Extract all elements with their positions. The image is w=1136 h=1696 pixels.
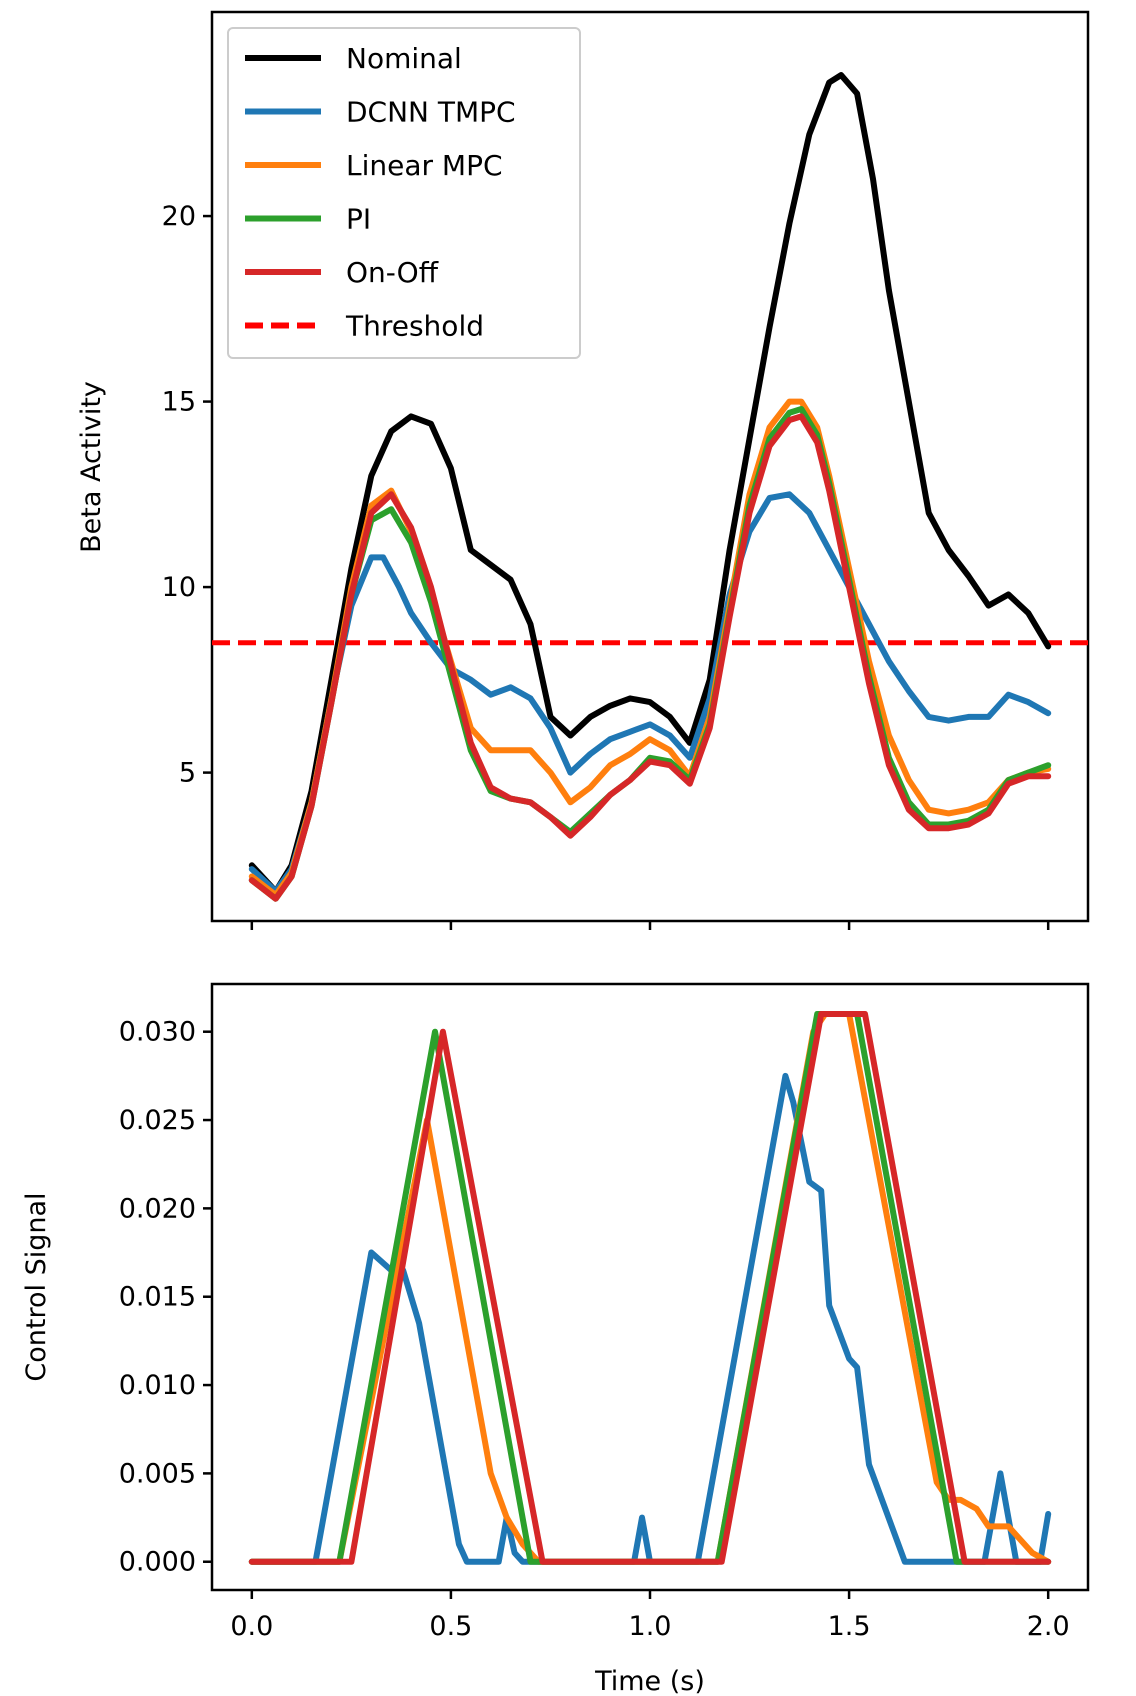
top-y-tick-label: 10 xyxy=(162,572,196,603)
bottom-y-ticks: 0.000 0.005 0.010 0.015 0.020 0.025 0.030 xyxy=(119,1017,212,1578)
top-x-ticks xyxy=(250,921,1050,930)
top-y-tick-label: 20 xyxy=(162,201,196,232)
top-series-linear-mpc xyxy=(248,398,1052,898)
bottom-x-axis-label: Time (s) xyxy=(594,1666,705,1696)
bottom-x-tick-label: 0.5 xyxy=(429,1611,472,1642)
top-series-dcnn-tmpc xyxy=(248,491,1052,895)
legend: Nominal DCNN TMPC Linear MPC PI On-Off Thresh… xyxy=(227,27,581,359)
bottom-plot-area xyxy=(248,1011,1052,1565)
legend-label-nominal: Nominal xyxy=(346,42,462,75)
top-series-on-off xyxy=(248,413,1052,902)
top-y-axis-label: Beta Activity xyxy=(76,381,107,553)
bottom-x-tick-label: 0.0 xyxy=(230,1611,273,1642)
top-y-ticks: 5 10 15 20 xyxy=(162,201,212,789)
bottom-y-tick-label: 0.020 xyxy=(119,1193,196,1224)
bottom-x-ticks: 0.0 0.5 1.0 1.5 2.0 xyxy=(230,1590,1070,1642)
legend-label-dcnn-tmpc: DCNN TMPC xyxy=(346,96,516,129)
legend-label-linear-mpc: Linear MPC xyxy=(346,149,503,182)
top-y-tick-label: 5 xyxy=(179,758,196,789)
bottom-y-tick-label: 0.010 xyxy=(119,1370,196,1401)
bottom-y-tick-label: 0.005 xyxy=(119,1458,196,1489)
top-series-nominal xyxy=(248,72,1052,895)
legend-box xyxy=(227,27,581,359)
top-series-pi xyxy=(248,406,1052,902)
bottom-y-tick-label: 0.030 xyxy=(119,1017,196,1048)
bottom-y-tick-label: 0.025 xyxy=(119,1105,196,1136)
bottom-x-tick-label: 1.0 xyxy=(629,1611,672,1642)
bottom-y-tick-label: 0.015 xyxy=(119,1282,196,1313)
bottom-x-tick-label: 2.0 xyxy=(1027,1611,1070,1642)
bottom-x-tick-label: 1.5 xyxy=(828,1611,871,1642)
bottom-y-tick-label: 0.000 xyxy=(119,1547,196,1578)
bottom-series-on-off xyxy=(248,1011,1052,1565)
beta-activity-panel: 5 10 15 20 Beta Activity Nominal DCNN TMPC Li… xyxy=(76,10,1090,930)
top-plot-area xyxy=(212,72,1088,902)
top-y-tick-label: 15 xyxy=(162,387,196,418)
legend-label-pi: PI xyxy=(346,203,371,236)
legend-label-on-off: On-Off xyxy=(346,256,439,289)
legend-label-threshold: Threshold xyxy=(345,310,484,343)
bottom-y-axis-label: Control Signal xyxy=(21,1192,52,1381)
